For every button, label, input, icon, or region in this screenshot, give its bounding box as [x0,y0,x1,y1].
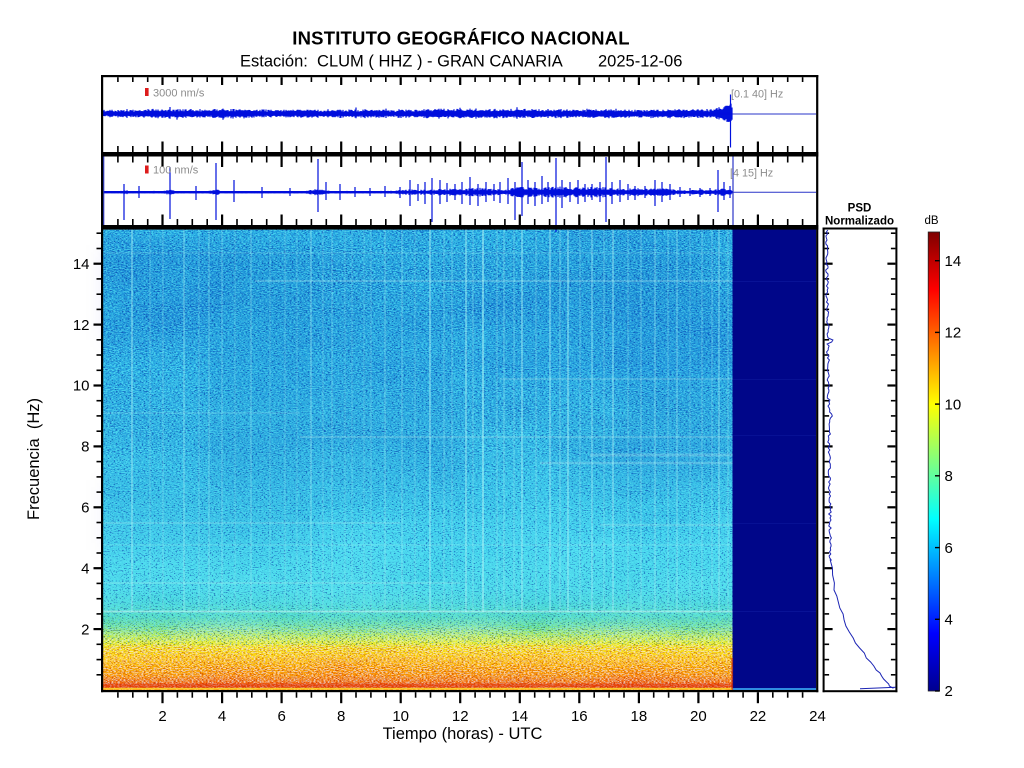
svg-text:16: 16 [571,708,588,725]
svg-text:2025-12-06: 2025-12-06 [598,53,682,71]
svg-text:10: 10 [392,708,409,725]
svg-text:14: 14 [945,253,962,270]
svg-text:12: 12 [452,708,469,725]
svg-text:2: 2 [81,621,89,638]
svg-text:INSTITUTO GEOGRÁFICO NACIONAL: INSTITUTO GEOGRÁFICO NACIONAL [292,28,629,49]
svg-text:12: 12 [945,325,962,342]
svg-text:[4 15] Hz: [4 15] Hz [730,168,773,180]
svg-text:4: 4 [81,560,89,577]
svg-text:PSD: PSD [848,203,872,215]
svg-text:6: 6 [945,540,953,557]
svg-text:Frecuencia (Hz): Frecuencia (Hz) [25,398,43,520]
svg-text:dB: dB [924,215,938,227]
svg-text:8: 8 [945,468,953,485]
svg-text:100 nm/s: 100 nm/s [153,165,199,177]
svg-text:2: 2 [158,708,166,725]
svg-text:4: 4 [945,611,953,628]
svg-text:4: 4 [218,708,226,725]
svg-text:Estación: CLUM ( HHZ ) - GRAN: Estación: CLUM ( HHZ ) - GRAN CANARIA [240,53,563,71]
svg-text:18: 18 [631,708,648,725]
svg-text:14: 14 [511,708,528,725]
svg-text:8: 8 [81,439,89,456]
svg-text:20: 20 [690,708,707,725]
svg-text:24: 24 [809,708,826,725]
svg-text:10: 10 [945,396,962,413]
svg-text:3000 nm/s: 3000 nm/s [153,88,205,100]
svg-text:6: 6 [277,708,285,725]
svg-text:6: 6 [81,500,89,517]
svg-text:10: 10 [73,378,90,395]
svg-text:Normalizado: Normalizado [825,215,894,227]
svg-text:Tiempo (horas) - UTC: Tiempo (horas) - UTC [383,725,543,743]
svg-text:[0.1 40] Hz: [0.1 40] Hz [731,89,783,101]
svg-text:14: 14 [73,256,90,273]
svg-text:2: 2 [945,683,953,700]
svg-text:12: 12 [73,317,90,334]
svg-text:8: 8 [337,708,345,725]
svg-text:22: 22 [750,708,767,725]
